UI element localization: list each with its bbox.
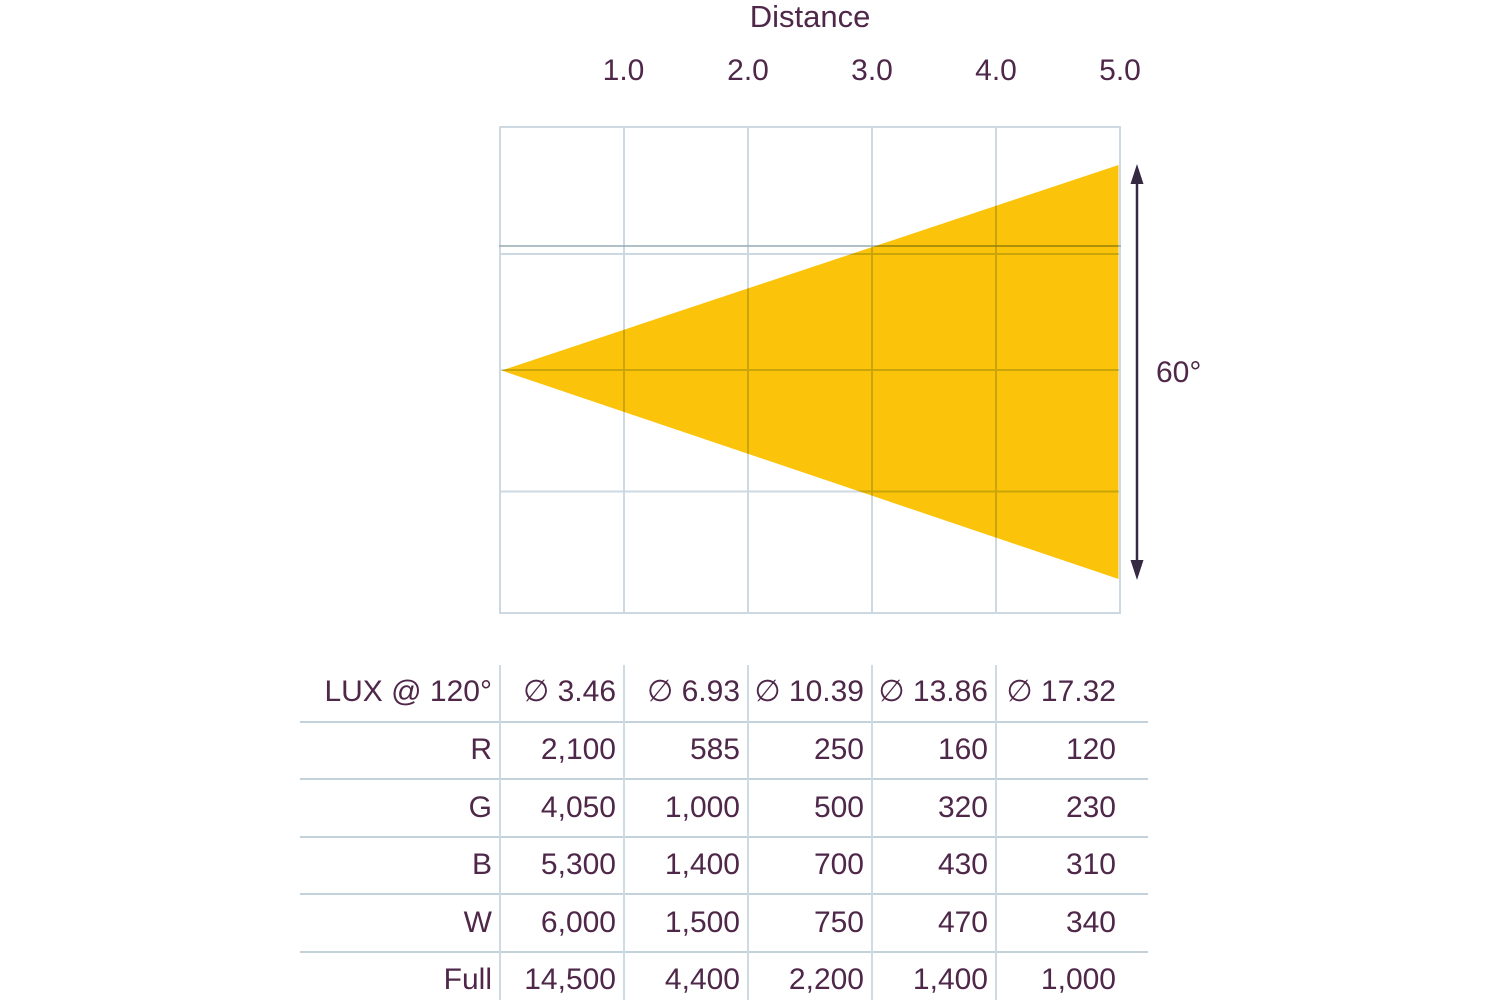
lux-value-cell: 750 [813, 905, 864, 939]
lux-value-cell: 1,000 [1040, 963, 1116, 997]
table-row: W 6,000 1,500 750 470 340 [300, 893, 1148, 951]
table-column-divider [871, 665, 873, 1000]
beam-angle-arrow [1130, 164, 1144, 580]
table-row: G 4,050 1,000 500 320 230 [300, 778, 1148, 836]
lux-value-cell: 120 [1065, 733, 1116, 767]
lux-value-cell: 160 [937, 733, 988, 767]
table-column-divider [623, 665, 625, 1000]
lux-value-cell: 430 [937, 848, 988, 882]
lux-value-cell: 230 [1065, 790, 1116, 824]
table-header-d1: ∅ 3.46 [523, 675, 616, 709]
lux-value-cell: 1,400 [664, 848, 740, 882]
distance-tick: 5.0 [1099, 54, 1141, 87]
lux-value-cell: 250 [813, 733, 864, 767]
lux-value-cell: 1,000 [664, 790, 740, 824]
lux-value-cell: 6,000 [540, 905, 616, 939]
lux-table: LUX @ 120° ∅ 3.46 ∅ 6.93 ∅ 10.39 ∅ 13.86… [300, 663, 1148, 1000]
distance-tick: 2.0 [727, 54, 769, 87]
lux-value-cell: 5,300 [540, 848, 616, 882]
lux-value-cell: 2,200 [788, 963, 864, 997]
table-column-divider [995, 665, 997, 1000]
table-header-d4: ∅ 13.86 [878, 675, 988, 709]
lux-value-cell: 585 [689, 733, 740, 767]
table-header-d2: ∅ 6.93 [647, 675, 740, 709]
beam-angle-label: 60° [1156, 356, 1202, 389]
lux-value-cell: 340 [1065, 905, 1116, 939]
lux-value-cell: 310 [1065, 848, 1116, 882]
table-header-lux: LUX @ 120° [324, 674, 492, 708]
table-row: Full 14,500 4,400 2,200 1,400 1,000 [300, 950, 1148, 1000]
distance-tick: 3.0 [851, 54, 893, 87]
lux-value-cell: 320 [937, 790, 988, 824]
lux-value-cell: 470 [937, 905, 988, 939]
row-label: B [471, 848, 492, 882]
table-column-divider [747, 665, 749, 1000]
lux-value-cell: 700 [813, 848, 864, 882]
table-header-d3: ∅ 10.39 [754, 675, 864, 709]
lux-value-cell: 1,500 [664, 905, 740, 939]
lux-value-cell: 2,100 [540, 733, 616, 767]
distance-axis-title: Distance [749, 0, 871, 34]
row-label: R [470, 733, 492, 767]
lux-value-cell: 1,400 [912, 963, 988, 997]
distance-tick: 4.0 [975, 54, 1017, 87]
distance-tick: 1.0 [602, 54, 645, 87]
grid-lines [499, 126, 1121, 614]
row-label: G [468, 790, 492, 824]
table-row: R 2,100 585 250 160 120 [300, 720, 1148, 779]
lux-value-cell: 500 [813, 790, 864, 824]
table-row: B 5,300 1,400 700 430 310 [300, 835, 1148, 894]
row-label: W [463, 905, 492, 939]
lux-value-cell: 4,050 [540, 790, 616, 824]
row-label: Full [443, 963, 492, 997]
beam-cone-triangle [501, 165, 1119, 579]
table-column-divider [499, 665, 501, 1000]
table-header-row: LUX @ 120° ∅ 3.46 ∅ 6.93 ∅ 10.39 ∅ 13.86… [300, 663, 1148, 721]
lux-value-cell: 14,500 [524, 963, 616, 997]
table-header-d5: ∅ 17.32 [1006, 675, 1116, 709]
lux-value-cell: 4,400 [664, 963, 740, 997]
